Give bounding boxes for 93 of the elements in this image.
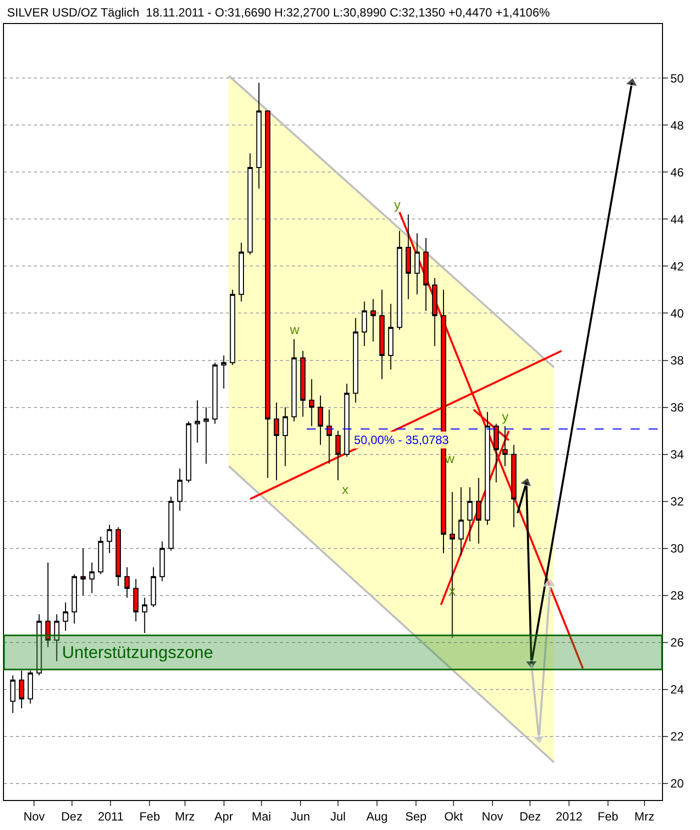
x-tick-label: Okt xyxy=(444,809,464,824)
y-tick-label: 40 xyxy=(670,306,684,320)
candlestick xyxy=(221,355,226,389)
candlestick xyxy=(116,526,121,587)
candlestick xyxy=(10,674,16,714)
y-tick-label: 20 xyxy=(670,776,684,791)
y-tick-label: 30 xyxy=(670,542,684,556)
y-tick-label: 22 xyxy=(670,730,684,744)
x-tick-label: Feb xyxy=(139,809,160,824)
x-tick-label: Mrz xyxy=(174,809,195,824)
y-tick-label: 34 xyxy=(670,448,684,462)
x-tick-label: Aug xyxy=(366,809,388,824)
candlestick xyxy=(186,420,192,484)
annotation: x xyxy=(342,482,349,497)
annotation: 50,00% - 35,0783 xyxy=(354,433,450,447)
candlestick xyxy=(414,232,420,295)
candlestick xyxy=(432,277,438,347)
candlestick xyxy=(309,378,314,427)
point xyxy=(519,476,532,488)
candlestick xyxy=(388,303,394,370)
annotation: w xyxy=(289,322,300,337)
candlestick xyxy=(291,338,297,422)
x-tick-label: 2012 xyxy=(556,809,583,824)
candlestick xyxy=(212,362,218,424)
x-tick-label: Nov xyxy=(482,809,504,824)
candlestick xyxy=(124,566,130,598)
point xyxy=(624,76,638,88)
candlestick xyxy=(423,237,429,312)
candlestick xyxy=(62,602,68,632)
band-label: Unterstützungszone xyxy=(62,643,214,662)
y-tick-label: 24 xyxy=(670,682,684,697)
x-tick-label: Dez xyxy=(61,809,82,824)
x-tick-label: 2011 xyxy=(98,809,124,824)
annotation: y xyxy=(502,409,509,424)
candlestick xyxy=(370,298,376,342)
candlestick xyxy=(106,524,112,554)
x-tick-label: Mai xyxy=(252,809,272,824)
candlestick xyxy=(168,496,174,552)
candlestick xyxy=(352,317,358,404)
candlestick xyxy=(300,350,306,418)
x-tick-label: Jun xyxy=(290,809,310,824)
candlestick xyxy=(72,574,77,624)
y-tick-label: 36 xyxy=(670,400,684,414)
candlestick xyxy=(484,412,490,526)
y-tick-label: 44 xyxy=(670,212,684,226)
candlestick xyxy=(335,430,341,481)
candlestick xyxy=(142,597,148,634)
candlestick xyxy=(230,289,236,366)
candlestick xyxy=(238,242,244,302)
candlestick xyxy=(274,402,280,481)
candlestick xyxy=(18,670,24,709)
candlestick xyxy=(511,444,516,528)
candlestick xyxy=(467,486,473,542)
chart-title: SILVER USD/OZ Täglich 18.11.2011 - O:31,6690 H:32,2700 L:30,8990 C:32,1350 +0,4470 +1,4106% xyxy=(7,6,550,20)
candlestick xyxy=(194,400,200,444)
x-tick-label: Nov xyxy=(23,809,45,824)
candlestick xyxy=(362,300,368,347)
candlestick xyxy=(98,536,104,575)
y-tick-label: 42 xyxy=(670,259,684,274)
candlestick xyxy=(133,578,138,622)
candlestick xyxy=(256,82,262,190)
annotation: y xyxy=(394,197,401,212)
y-tick-label: 48 xyxy=(670,118,684,132)
candlestick xyxy=(265,110,270,478)
x-tick-label: Apr xyxy=(214,809,234,824)
candlestick xyxy=(344,383,350,458)
y-tick-label: 50 xyxy=(670,71,684,86)
candlestick xyxy=(379,289,385,380)
candlestick xyxy=(36,614,42,676)
candlestick xyxy=(204,406,209,464)
candlestick xyxy=(28,670,34,704)
candlestick xyxy=(160,540,165,582)
y-tick-label: 26 xyxy=(670,636,684,650)
candlestick xyxy=(476,477,482,544)
y-tick-label: 46 xyxy=(670,165,684,180)
candlestick xyxy=(89,562,95,594)
x-tick-label: Dez xyxy=(519,809,541,824)
candlestick xyxy=(177,468,182,512)
candlestick xyxy=(396,230,402,330)
x-tick-label: Jul xyxy=(330,809,346,824)
candlestick xyxy=(326,409,332,464)
candlestick xyxy=(150,566,156,608)
candlestick xyxy=(80,548,86,596)
x-tick-label: Sep xyxy=(405,809,427,824)
y-tick-label: 28 xyxy=(670,588,684,603)
candlestick xyxy=(282,406,288,467)
candlestick xyxy=(318,395,324,446)
candlestick xyxy=(458,486,464,556)
candlestick xyxy=(247,152,253,255)
x-tick-label: Feb xyxy=(598,809,619,824)
y-tick-label: 38 xyxy=(670,353,684,368)
y-tick-label: 32 xyxy=(670,494,684,509)
x-tick-label: Mrz xyxy=(634,809,654,824)
